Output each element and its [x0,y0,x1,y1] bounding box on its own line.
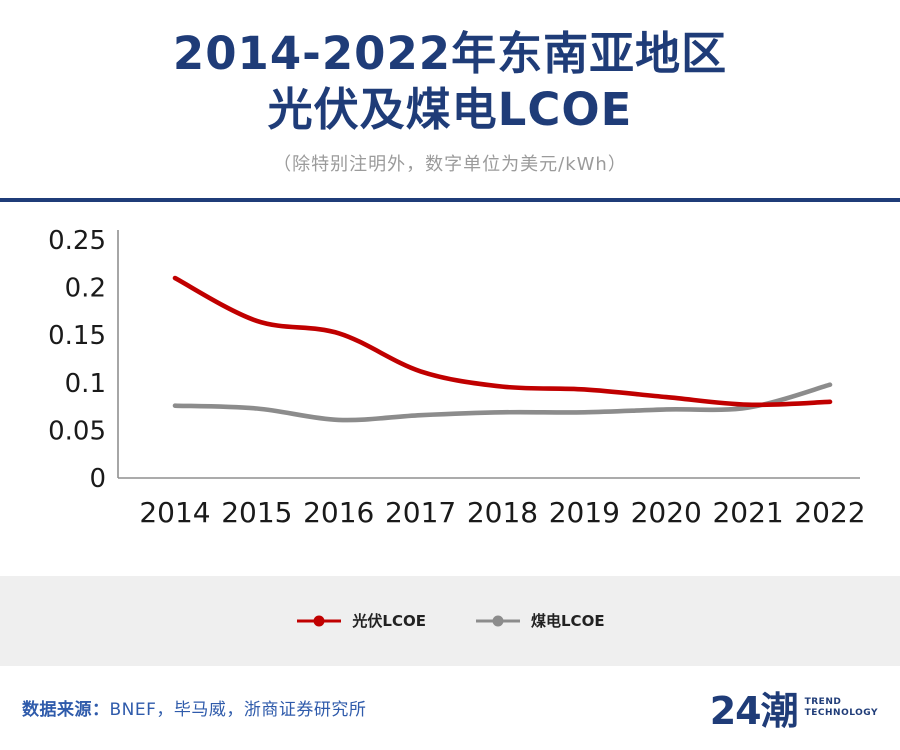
legend-item-coal-lcoe: 煤电LCOE [474,610,605,631]
header-divider [0,197,900,202]
coal-lcoe-line-marker-icon [476,615,520,627]
title-line-1: 2014-2022年东南亚地区 [172,27,728,80]
data-source: 数据来源：BNEF，毕马威，浙商证券研究所 [22,695,366,720]
title-line-2: 光伏及煤电LCOE [267,82,633,136]
logo-sub-line-1: TREND [804,696,842,707]
chart-legend: 光伏LCOE 煤电LCOE [0,575,900,666]
chart-subtitle: （除特别注明外，数字单位为美元/kWh） [273,153,627,175]
lcoe-line-chart: 0 0.05 0.1 0.15 0.2 0.25 2014 2015 2016 2017 2018 2… [0,202,900,552]
x-tick-label: 2019 [549,496,620,529]
legend-label-solar: 光伏LCOE [352,612,426,631]
series-line-煤电LCOE [172,381,833,422]
x-tick-label: 2016 [303,496,374,529]
line-chart-canvas: 0 0.05 0.1 0.15 0.2 0.25 2014 2015 2016 2017 2018 2… [48,226,866,529]
legend-label-coal: 煤电LCOE [531,612,605,631]
y-tick-label: 0 [89,464,106,494]
x-tick-label: 2018 [467,496,538,529]
y-tick-label: 0.1 [65,368,106,398]
y-tick-label: 0.05 [48,416,106,446]
footer: 数据来源：BNEF，毕马威，浙商证券研究所 24潮 TREND TECHNOLO… [0,666,900,750]
y-tick-label: 0.15 [48,321,106,351]
data-source-text: BNEF，毕马威，浙商证券研究所 [109,700,367,721]
series-line-光伏LCOE [172,275,833,407]
x-tick-label: 2015 [221,496,292,529]
solar-lcoe-line-marker-icon [297,615,342,627]
x-tick-label: 2014 [139,496,210,529]
x-tick-label: 2020 [631,496,702,529]
page-title: 2014-2022年东南亚地区 光伏及煤电LCOE [0,26,900,138]
x-tick-label: 2017 [385,496,456,529]
x-tick-label: 2022 [794,496,865,529]
logo-sub-line-2: TECHNOLOGY [804,707,878,718]
24trend-logo: 24潮 TREND TECHNOLOGY [710,680,878,735]
legend-item-solar-lcoe: 光伏LCOE [295,610,426,631]
logo-subtitle: TREND TECHNOLOGY [805,697,878,720]
y-tick-label: 0.25 [48,226,106,256]
logo-wordmark: 24潮 [709,689,799,734]
header: 2014-2022年东南亚地区 光伏及煤电LCOE （除特别注明外，数字单位为美… [0,0,900,176]
data-source-label: 数据来源： [22,700,110,721]
y-tick-label: 0.2 [65,273,106,303]
x-tick-label: 2021 [712,496,783,529]
